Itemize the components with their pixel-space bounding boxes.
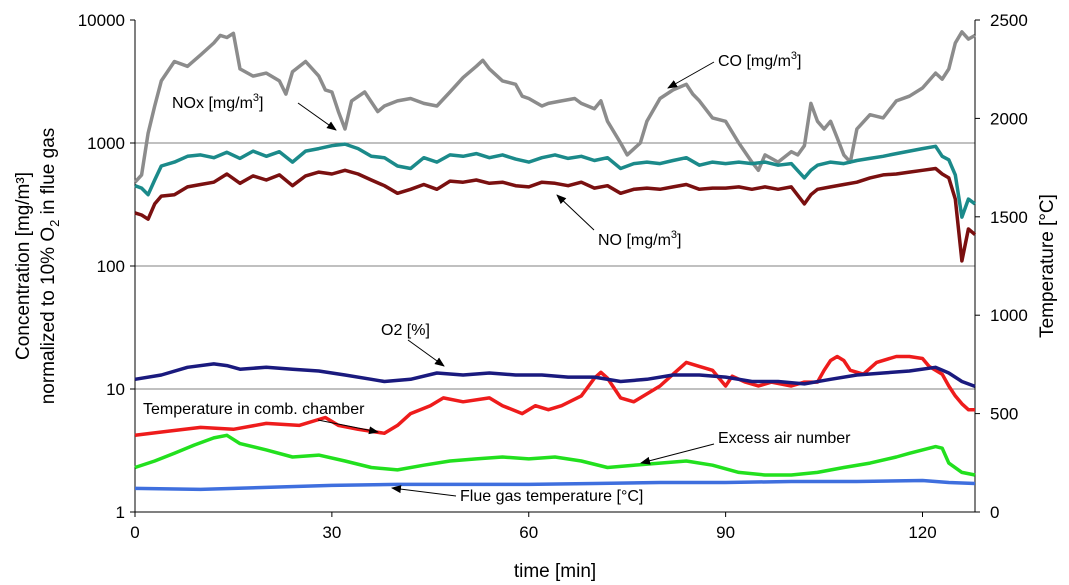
x-tick-label: 90 [716,523,735,542]
y-axis-right-label: Temperature [°C] [1037,194,1058,338]
y-left-tick-label: 10 [106,380,125,399]
y-right-tick-label: 500 [990,405,1018,424]
label-co: CO [mg/m3] [718,50,801,70]
y-axis-left-label-line1: Concentration [mg/m³] [13,172,34,360]
arrow-o2 [408,340,444,366]
x-axis-label: time [min] [514,561,596,582]
label-o2: O2 [%] [381,322,430,339]
y-right-tick-label: 2000 [990,109,1028,128]
label-no: NO [mg/m3] [598,229,681,249]
y-left-tick-label: 1000 [87,134,125,153]
x-tick-label: 30 [322,523,341,542]
series-no [135,169,975,261]
label-temp_comb: Temperature in comb. chamber [143,401,365,418]
y-right-tick-label: 0 [990,503,999,522]
x-tick-label: 0 [130,523,139,542]
label-nox: NOx [mg/m3] [172,92,263,112]
series-nox [135,144,975,217]
y-left-tick-label: 1 [116,503,125,522]
y-axis-left-label-line2: normalized to 10% O2 in flue gas [38,128,62,405]
arrow-no [557,195,594,230]
y-right-tick-label: 1500 [990,208,1028,227]
y-right-tick-label: 1000 [990,306,1028,325]
label-flue_temp: Flue gas temperature [°C] [460,488,643,505]
arrow-temp_comb [318,420,378,432]
x-tick-label: 120 [908,523,936,542]
arrow-co [668,62,714,88]
axes: 1 10 100 1000 10000 0 500 1000 1500 2000 2500 0 30 60… [78,11,1028,542]
label-excess_air: Excess air number [718,430,851,447]
arrow-nox [298,103,336,130]
x-tick-label: 60 [519,523,538,542]
annotations: CO [mg/m3] NOx [mg/m3] NO [mg/m3] O2 [%] Tem… [143,50,851,505]
y-left-tick-label: 10000 [78,11,125,30]
arrow-flue_temp [392,488,456,496]
y-right-tick-label: 2500 [990,11,1028,30]
y-left-tick-label: 100 [97,257,125,276]
